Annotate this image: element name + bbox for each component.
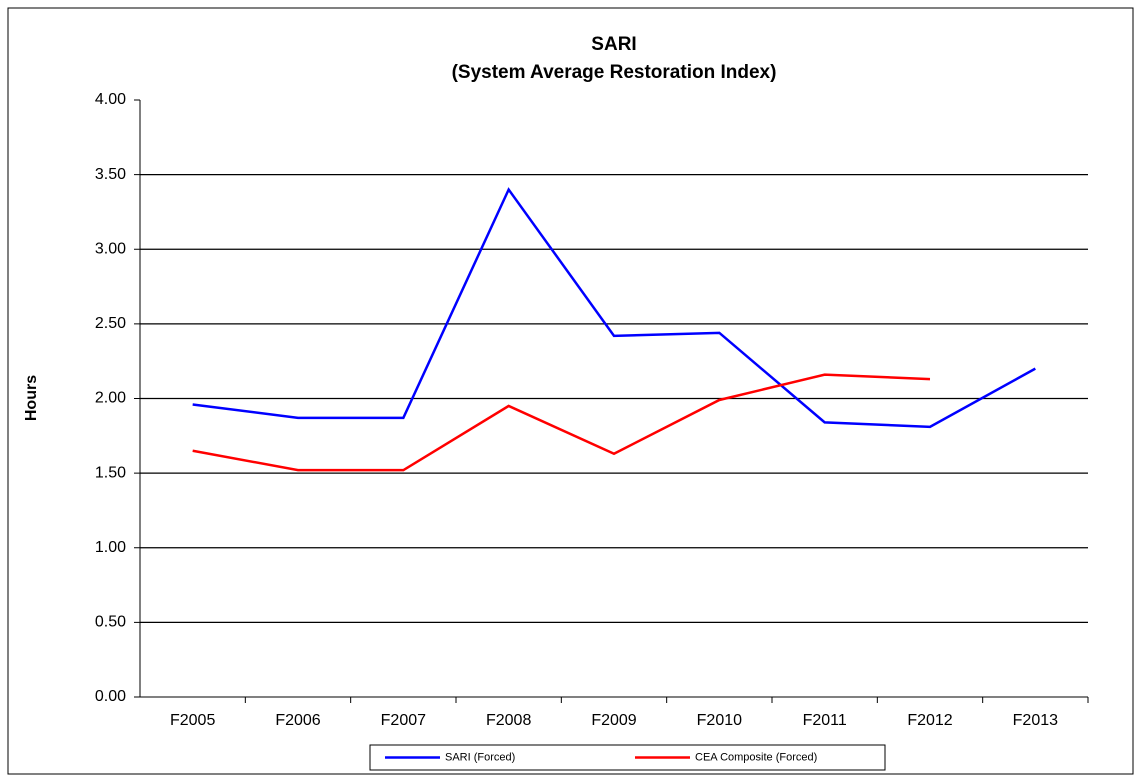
- y-tick-label: 0.00: [95, 688, 126, 705]
- x-tick-label: F2013: [1013, 712, 1058, 729]
- x-tick-label: F2008: [486, 712, 531, 729]
- x-tick-label: F2006: [275, 712, 320, 729]
- y-tick-label: 1.50: [95, 464, 126, 481]
- y-tick-label: 3.50: [95, 166, 126, 183]
- x-tick-label: F2012: [907, 712, 952, 729]
- chart-border: [7, 7, 1134, 775]
- y-tick-label: 2.50: [95, 315, 126, 332]
- y-tick-label: 0.50: [95, 614, 126, 631]
- y-tick-label: 4.00: [95, 91, 126, 108]
- y-axis-label: Hours: [23, 375, 40, 421]
- x-tick-label: F2005: [170, 712, 215, 729]
- chart-title: SARI: [591, 34, 636, 55]
- y-tick-label: 2.00: [95, 390, 126, 407]
- x-tick-label: F2007: [381, 712, 426, 729]
- series-line: [192, 187, 1036, 429]
- y-tick-label: 3.00: [95, 240, 126, 257]
- series-line: [192, 373, 931, 472]
- legend-box: [369, 744, 886, 771]
- x-tick-label: F2011: [803, 712, 847, 729]
- x-tick-label: F2010: [697, 712, 742, 729]
- y-tick-label: 1.00: [95, 539, 126, 556]
- legend-label: CEA Composite (Forced): [695, 751, 817, 763]
- chart-subtitle: (System Average Restoration Index): [452, 62, 777, 83]
- x-tick-label: F2009: [591, 712, 636, 729]
- legend-label: SARI (Forced): [445, 751, 515, 763]
